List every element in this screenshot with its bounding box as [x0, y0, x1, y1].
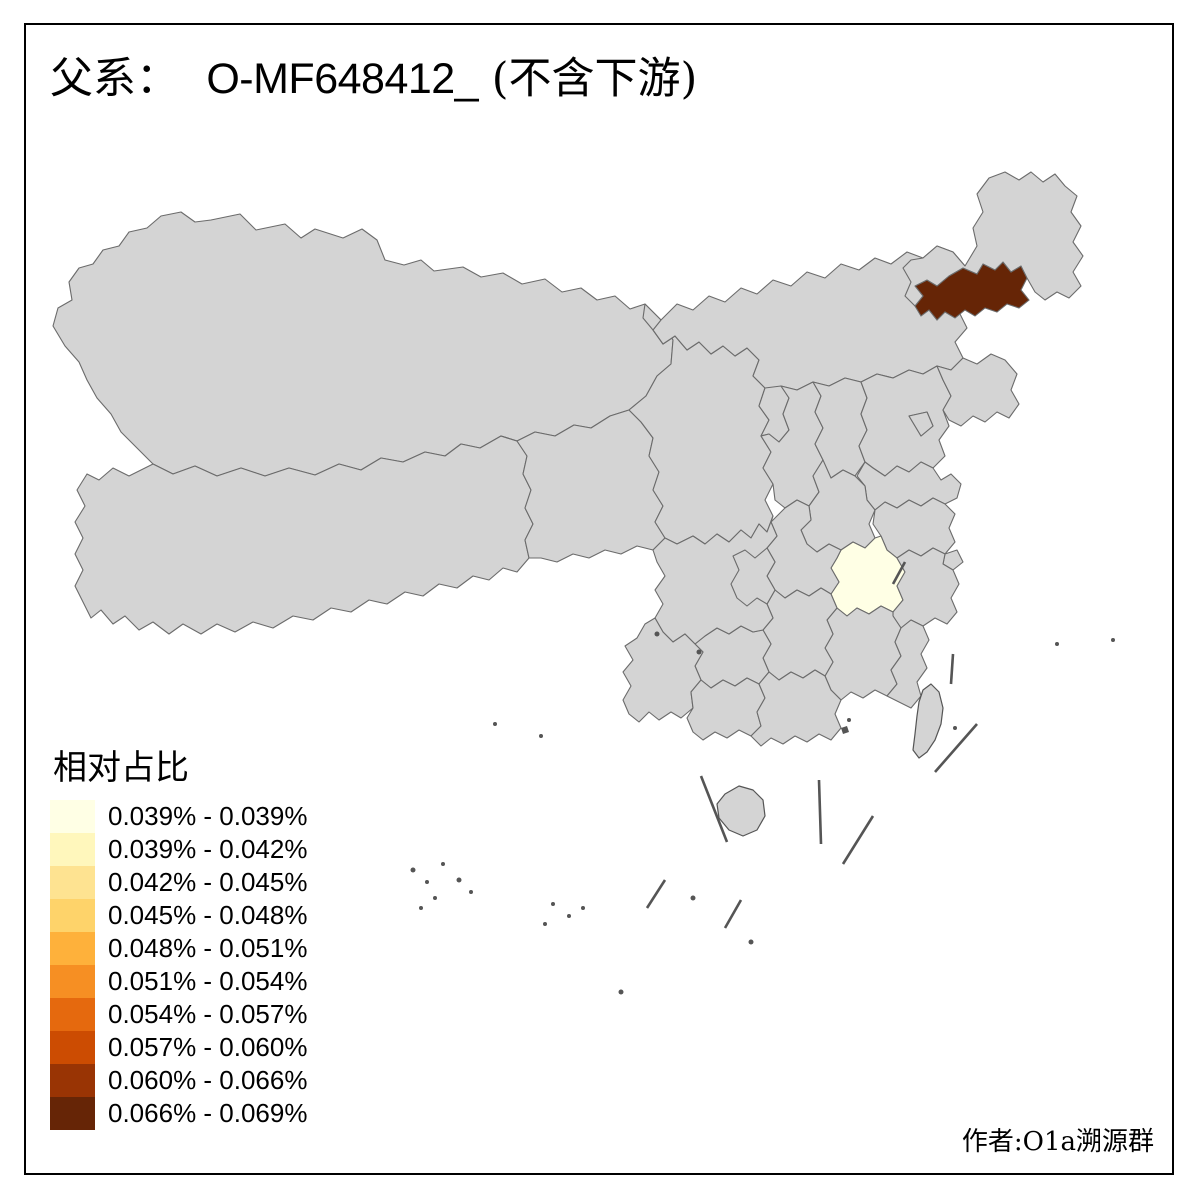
legend-label: 0.060% - 0.066% [108, 1065, 308, 1095]
legend-row[interactable]: 0.060% - 0.066% [50, 1064, 380, 1097]
province-yunnan[interactable] [622, 617, 704, 723]
legend-color-swatch [50, 1064, 95, 1097]
title-haplogroup: O-MF648412_ [206, 55, 479, 103]
legend-color-swatch [50, 866, 95, 899]
province-guangdong[interactable] [750, 669, 842, 747]
province-hainan[interactable] [716, 785, 766, 837]
province-heilongjiang[interactable] [902, 171, 1084, 307]
legend-color-swatch [50, 965, 95, 998]
legend-row[interactable]: 0.066% - 0.069% [50, 1097, 380, 1130]
legend-label: 0.042% - 0.045% [108, 867, 308, 897]
province-taiwan[interactable] [912, 683, 944, 759]
legend-color-swatch [50, 899, 95, 932]
legend-row[interactable]: 0.051% - 0.054% [50, 965, 380, 998]
province-fujian[interactable] [886, 619, 930, 709]
legend-label: 0.048% - 0.051% [108, 933, 308, 963]
legend-row[interactable]: 0.042% - 0.045% [50, 866, 380, 899]
province-hunan[interactable] [762, 587, 838, 681]
legend-row[interactable]: 0.039% - 0.039% [50, 800, 380, 833]
legend-label: 0.039% - 0.042% [108, 834, 308, 864]
legend-label: 0.039% - 0.039% [108, 801, 308, 831]
province-hebei[interactable] [858, 365, 952, 477]
legend-row[interactable]: 0.039% - 0.042% [50, 833, 380, 866]
legend-row[interactable]: 0.057% - 0.060% [50, 1031, 380, 1064]
legend-color-swatch [50, 833, 95, 866]
author-credit: 作者:O1a溯源群 [961, 1127, 1154, 1157]
map-provinces [52, 171, 1084, 837]
title-label: 父系： [50, 54, 179, 104]
province-jiangxi[interactable] [824, 605, 902, 701]
legend-row[interactable]: 0.045% - 0.048% [50, 899, 380, 932]
legend-label: 0.051% - 0.054% [108, 966, 308, 996]
legend-color-swatch [50, 932, 95, 965]
map-svg [52, 171, 1115, 995]
legend-row[interactable]: 0.048% - 0.051% [50, 932, 380, 965]
province-beijing[interactable] [908, 411, 934, 437]
province-guangxi[interactable] [686, 677, 766, 741]
legend-color-swatch [50, 1031, 95, 1064]
legend-title: 相对占比 [53, 748, 189, 788]
province-tibet[interactable] [74, 435, 534, 635]
south-china-sea-islets [410, 631, 1115, 995]
legend: 相对占比 0.039% - 0.039% 0.039% - 0.042% 0.042… [50, 748, 380, 1130]
page-title: 父系： O-MF648412_ (不含下游) [50, 52, 697, 106]
legend-label: 0.057% - 0.060% [108, 1032, 308, 1062]
legend-items: 0.039% - 0.039% 0.039% - 0.042% 0.042% - 0… [50, 800, 380, 1130]
legend-color-swatch [50, 1097, 95, 1130]
legend-label: 0.045% - 0.048% [108, 900, 308, 930]
legend-label: 0.054% - 0.057% [108, 999, 308, 1029]
china-choropleth-map[interactable] [25, 24, 1175, 1176]
hongkong-islet [841, 726, 849, 734]
nine-dash-line [645, 561, 978, 929]
province-chongqing[interactable] [730, 547, 776, 607]
province-liaoning[interactable] [936, 353, 1020, 427]
legend-label: 0.066% - 0.069% [108, 1098, 308, 1128]
legend-color-swatch [50, 998, 95, 1031]
title-note: (不含下游) [491, 54, 698, 104]
legend-color-swatch [50, 800, 95, 833]
legend-row[interactable]: 0.054% - 0.057% [50, 998, 380, 1031]
